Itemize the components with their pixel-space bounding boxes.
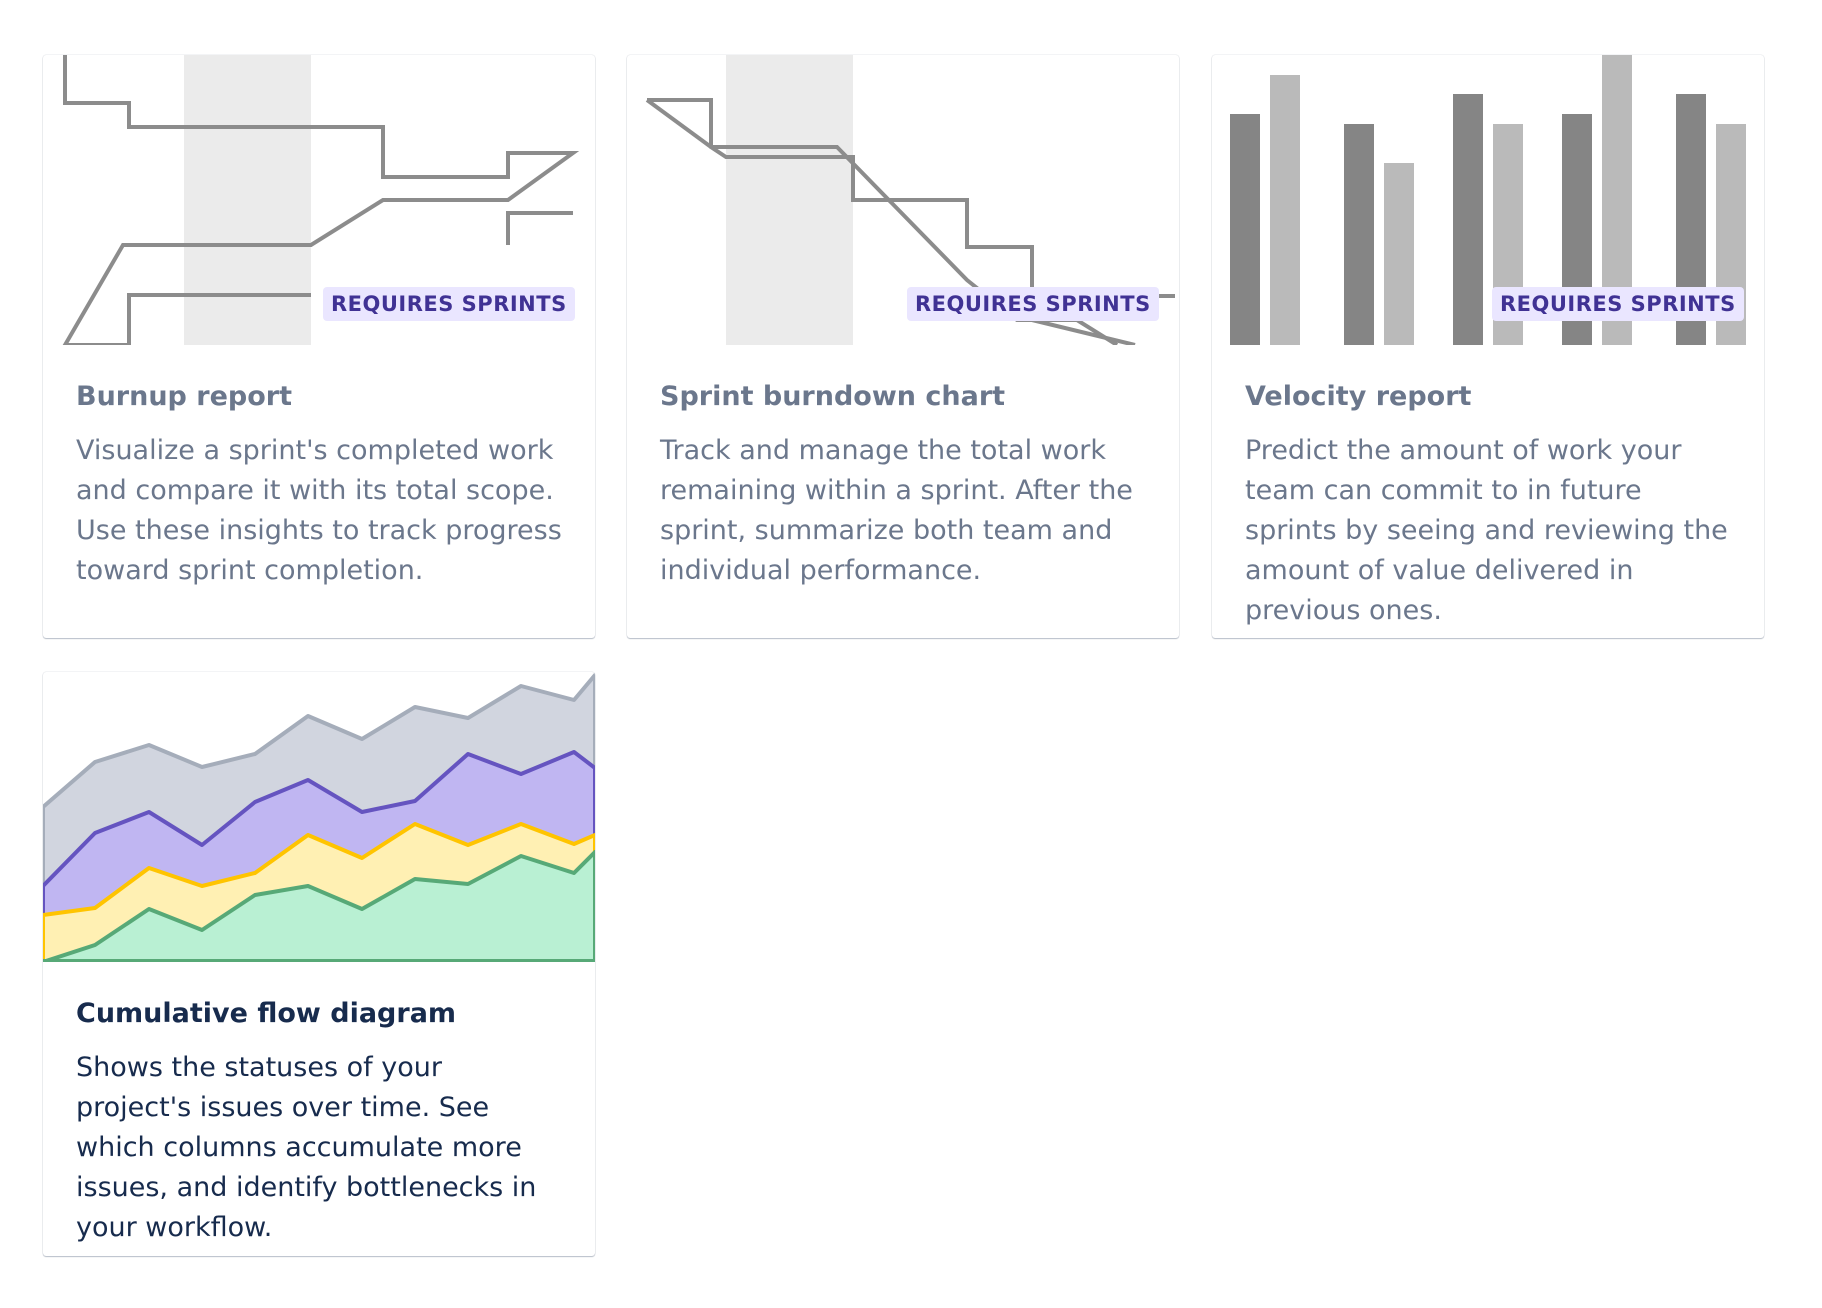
velocity-report-card[interactable]: REQUIRES SPRINTS Velocity report Predict… (1212, 55, 1764, 638)
card-description: Track and manage the total work remainin… (660, 435, 1133, 586)
card-title: Cumulative flow diagram (76, 998, 457, 1029)
requires-sprints-badge: REQUIRES SPRINTS (907, 287, 1159, 321)
burnup-report-card[interactable]: REQUIRES SPRINTS Burnup report Visualize… (43, 55, 595, 638)
velocity-chart-illustration: REQUIRES SPRINTS (1212, 55, 1764, 345)
cumulative-flow-illustration (43, 672, 595, 962)
cumulative-flow-card[interactable]: Cumulative flow diagram Shows the status… (43, 672, 595, 1256)
card-description: Predict the amount of work your team can… (1245, 435, 1728, 626)
requires-sprints-badge: REQUIRES SPRINTS (1492, 287, 1744, 321)
requires-sprints-badge: REQUIRES SPRINTS (323, 287, 575, 321)
sprint-burndown-card[interactable]: REQUIRES SPRINTS Sprint burndown chart T… (627, 55, 1179, 638)
card-description: Visualize a sprint's completed work and … (76, 435, 562, 586)
card-description: Shows the statuses of your project's iss… (76, 1052, 537, 1243)
burndown-chart-illustration: REQUIRES SPRINTS (627, 55, 1179, 345)
card-title: Velocity report (1245, 381, 1472, 412)
card-title: Sprint burndown chart (660, 381, 1006, 412)
card-title: Burnup report (76, 381, 293, 412)
burnup-chart-illustration: REQUIRES SPRINTS (43, 55, 595, 345)
